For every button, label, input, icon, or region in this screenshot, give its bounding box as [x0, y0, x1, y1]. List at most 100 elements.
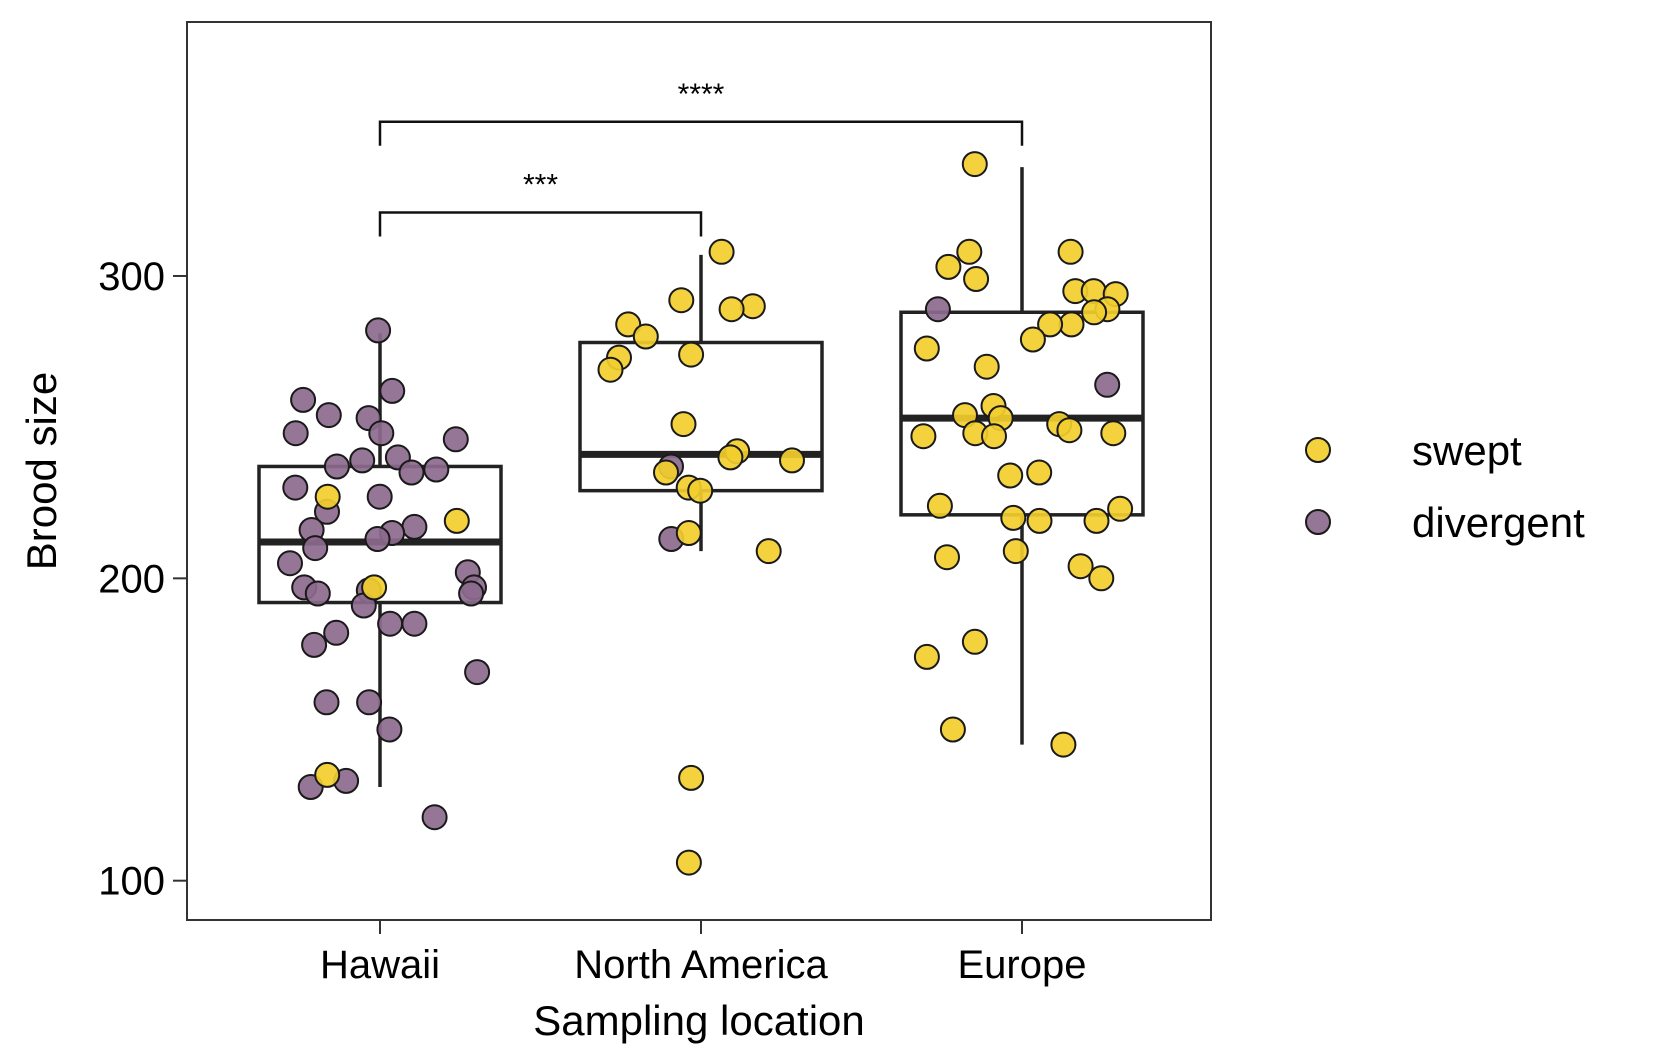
point-divergent-4 — [315, 402, 342, 429]
point-swept-60 — [961, 628, 988, 655]
point-swept-27 — [1057, 238, 1084, 265]
point-divergent-11 — [323, 453, 350, 480]
point-swept-5 — [708, 238, 735, 265]
point-swept-29 — [963, 266, 990, 292]
points-layer — [277, 151, 1134, 876]
sig-label-1: *** — [523, 168, 558, 201]
sig-bracket-2 — [378, 120, 1024, 146]
point-swept-20 — [687, 477, 714, 504]
point-swept-53 — [1000, 504, 1027, 531]
point-divergent-21 — [302, 535, 329, 562]
sig-label-2: **** — [678, 78, 725, 111]
point-swept-61 — [913, 643, 940, 670]
point-swept-10 — [632, 323, 659, 350]
legend: swept divergent — [1305, 427, 1585, 546]
x-tick-label-north-america: North America — [574, 943, 828, 987]
point-divergent-14 — [282, 474, 309, 501]
point-swept-57 — [934, 544, 960, 571]
point-swept-28 — [935, 253, 962, 280]
point-swept-8 — [718, 296, 745, 323]
legend-key-divergent — [1305, 509, 1331, 535]
point-swept-50 — [997, 462, 1024, 489]
point-swept-37 — [1019, 326, 1046, 353]
point-swept-13 — [597, 356, 624, 383]
point-swept-22 — [755, 538, 782, 565]
point-swept-11 — [678, 341, 705, 368]
point-swept-51 — [926, 492, 953, 519]
point-swept-62 — [939, 716, 966, 743]
point-divergent-2 — [379, 377, 406, 404]
point-divergent-35 — [356, 689, 383, 716]
point-divergent-43 — [924, 296, 951, 323]
x-tick-label-europe: Europe — [958, 943, 1087, 987]
point-divergent-10 — [349, 447, 376, 474]
point-divergent-34 — [464, 659, 491, 686]
point-swept-55 — [1026, 507, 1053, 534]
point-swept-54 — [1083, 507, 1110, 534]
y-tick-label-100: 100 — [98, 860, 165, 904]
point-divergent-33 — [301, 631, 328, 658]
point-divergent-31 — [401, 610, 428, 637]
point-swept-39 — [973, 353, 1000, 380]
point-swept-26 — [956, 238, 983, 265]
point-divergent-32 — [323, 619, 350, 646]
point-divergent-8 — [442, 426, 469, 453]
panel-border — [186, 21, 1212, 921]
sig-bracket-1 — [378, 211, 703, 237]
point-swept-34 — [1081, 299, 1108, 326]
x-axis-title: Sampling location — [533, 997, 865, 1044]
point-swept-3 — [361, 574, 388, 601]
y-axis-title: Brood size — [18, 372, 65, 570]
point-divergent-36 — [313, 689, 340, 716]
point-swept-14 — [670, 411, 697, 438]
x-tick-label-hawaii: Hawaii — [320, 943, 440, 987]
point-swept-1 — [314, 483, 341, 510]
point-swept-56 — [1002, 538, 1029, 565]
point-swept-9 — [615, 311, 642, 338]
point-divergent-22 — [277, 550, 303, 577]
point-swept-24 — [675, 849, 702, 876]
point-swept-23 — [678, 764, 705, 791]
point-swept-58 — [1067, 553, 1094, 580]
point-divergent-37 — [376, 716, 403, 743]
legend-label-divergent: divergent — [1412, 499, 1585, 546]
point-swept-17 — [779, 447, 805, 474]
point-divergent-44 — [1094, 371, 1121, 398]
point-divergent-30 — [377, 610, 404, 637]
point-swept-59 — [1088, 565, 1115, 592]
point-swept-52 — [1107, 495, 1134, 522]
point-swept-6 — [668, 287, 695, 314]
point-divergent-28 — [304, 580, 331, 607]
legend-label-swept: swept — [1412, 427, 1522, 474]
point-divergent-3 — [290, 386, 317, 413]
point-swept-49 — [1026, 459, 1053, 486]
significance-layer: ******* — [378, 78, 1024, 237]
point-swept-36 — [1037, 311, 1064, 338]
point-swept-44 — [1056, 417, 1083, 444]
y-tick-label-300: 300 — [98, 255, 165, 299]
point-divergent-20 — [364, 526, 391, 552]
point-swept-18 — [653, 459, 679, 486]
point-divergent-12 — [423, 456, 450, 483]
point-swept-48 — [981, 423, 1007, 450]
point-swept-4 — [314, 761, 341, 788]
axes-layer: 100 200 300 Hawaii North America Europe — [98, 255, 1086, 987]
point-divergent-13 — [398, 459, 425, 486]
point-divergent-15 — [366, 483, 393, 510]
point-swept-38 — [913, 335, 940, 362]
point-swept-16 — [717, 444, 744, 471]
point-swept-63 — [1050, 731, 1077, 758]
point-swept-47 — [910, 423, 937, 450]
point-swept-46 — [1100, 420, 1127, 447]
point-divergent-1 — [365, 317, 392, 344]
point-divergent-17 — [401, 513, 428, 540]
point-divergent-40 — [421, 804, 448, 831]
point-swept-7 — [739, 293, 766, 320]
point-divergent-27 — [458, 580, 485, 607]
point-swept-21 — [675, 520, 702, 546]
point-divergent-6 — [368, 420, 395, 447]
legend-key-swept — [1305, 437, 1331, 463]
y-tick-label-200: 200 — [98, 557, 165, 601]
